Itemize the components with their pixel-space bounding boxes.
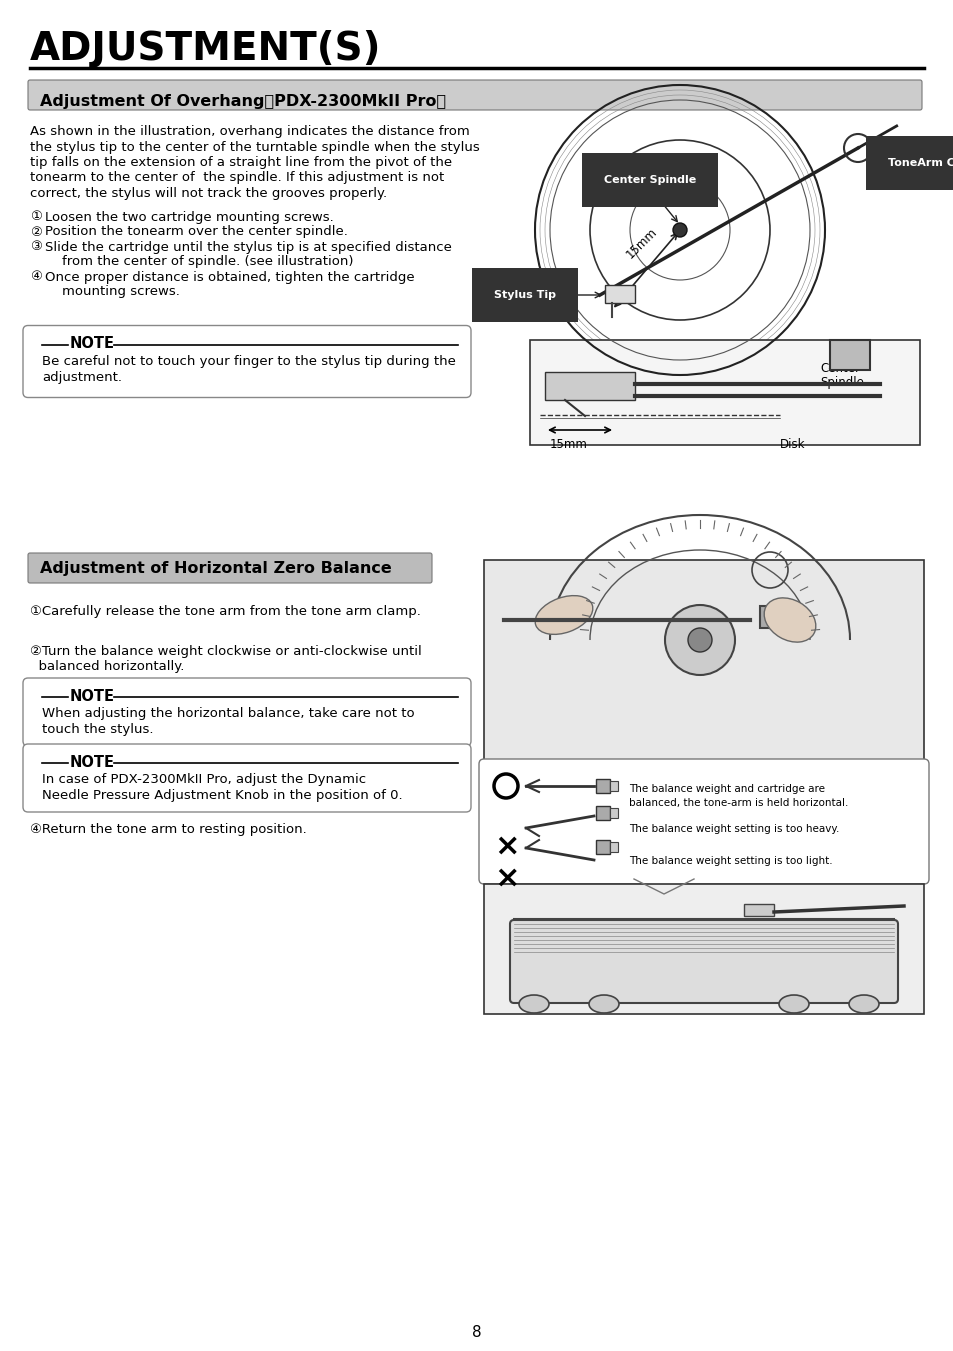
Text: Stylus Tip: Stylus Tip [494, 290, 556, 300]
Text: ④Return the tone arm to resting position.: ④Return the tone arm to resting position… [30, 823, 307, 836]
Circle shape [687, 628, 711, 653]
Text: tonearm to the center of  the spindle. If this adjustment is not: tonearm to the center of the spindle. If… [30, 172, 444, 185]
Text: balanced, the tone-arm is held horizontal.: balanced, the tone-arm is held horizonta… [628, 798, 847, 808]
Text: When adjusting the horizontal balance, take care not to: When adjusting the horizontal balance, t… [42, 707, 415, 720]
Text: NOTE: NOTE [70, 689, 115, 704]
FancyBboxPatch shape [23, 326, 471, 397]
Bar [609, 842, 618, 852]
Text: Spindle: Spindle [820, 376, 863, 389]
Ellipse shape [848, 994, 878, 1013]
Text: 15mm: 15mm [550, 438, 587, 451]
Text: ④: ④ [30, 270, 42, 284]
Text: Disk: Disk [780, 438, 804, 451]
Bar [544, 372, 635, 400]
Text: Loosen the two cartridge mounting screws.: Loosen the two cartridge mounting screws… [45, 211, 334, 223]
Ellipse shape [518, 994, 548, 1013]
Bar [743, 904, 773, 916]
Bar [483, 884, 923, 1015]
Text: The balance weight setting is too light.: The balance weight setting is too light. [628, 857, 832, 866]
FancyBboxPatch shape [23, 744, 471, 812]
Text: Be careful not to touch your finger to the stylus tip during the: Be careful not to touch your finger to t… [42, 354, 456, 367]
Text: balanced horizontally.: balanced horizontally. [30, 661, 184, 673]
Ellipse shape [779, 994, 808, 1013]
Text: ②Turn the balance weight clockwise or anti-clockwise until: ②Turn the balance weight clockwise or an… [30, 644, 421, 658]
Text: 15mm: 15mm [623, 226, 659, 261]
Text: ①Carefully release the tone arm from the tone arm clamp.: ①Carefully release the tone arm from the… [30, 605, 420, 617]
Bar [596, 780, 609, 793]
Circle shape [664, 605, 734, 676]
Text: Center Spindle: Center Spindle [603, 176, 696, 185]
Text: As shown in the illustration, overhang indicates the distance from: As shown in the illustration, overhang i… [30, 126, 469, 138]
Ellipse shape [588, 994, 618, 1013]
Ellipse shape [763, 598, 815, 642]
Text: adjustment.: adjustment. [42, 370, 122, 384]
FancyBboxPatch shape [28, 80, 921, 109]
Text: Center: Center [820, 362, 859, 376]
Text: mounting screws.: mounting screws. [45, 285, 180, 299]
Text: Adjustment Of Overhang（PDX-2300MkII Pro）: Adjustment Of Overhang（PDX-2300MkII Pro） [40, 95, 446, 109]
Text: correct, the stylus will not track the grooves properly.: correct, the stylus will not track the g… [30, 186, 387, 200]
Ellipse shape [535, 596, 592, 635]
Text: ③: ③ [30, 240, 42, 254]
Text: Once proper distance is obtained, tighten the cartridge: Once proper distance is obtained, tighte… [45, 270, 415, 284]
Text: 8: 8 [472, 1325, 481, 1340]
Text: Position the tonearm over the center spindle.: Position the tonearm over the center spi… [45, 226, 348, 239]
Text: ×: × [494, 832, 519, 861]
Text: In case of PDX-2300MkII Pro, adjust the Dynamic: In case of PDX-2300MkII Pro, adjust the … [42, 773, 366, 786]
Bar [596, 840, 609, 854]
Bar [829, 340, 869, 370]
Bar [596, 807, 609, 820]
Text: Slide the cartridge until the stylus tip is at specified distance: Slide the cartridge until the stylus tip… [45, 240, 452, 254]
Bar [609, 781, 618, 790]
Bar [530, 340, 919, 444]
FancyBboxPatch shape [478, 759, 928, 884]
FancyBboxPatch shape [23, 678, 471, 746]
Text: the stylus tip to the center of the turntable spindle when the stylus: the stylus tip to the center of the turn… [30, 141, 479, 154]
Text: ①: ① [30, 211, 42, 223]
Text: ×: × [494, 865, 519, 893]
FancyBboxPatch shape [28, 553, 432, 584]
Text: ADJUSTMENT(S): ADJUSTMENT(S) [30, 30, 381, 68]
Text: tip falls on the extension of a straight line from the pivot of the: tip falls on the extension of a straight… [30, 155, 452, 169]
Text: Adjustment of Horizontal Zero Balance: Adjustment of Horizontal Zero Balance [40, 561, 392, 576]
Polygon shape [634, 880, 693, 894]
Text: ②: ② [30, 226, 42, 239]
Bar [760, 607, 794, 628]
Text: ToneArm Center: ToneArm Center [887, 158, 953, 168]
Text: The balance weight setting is too heavy.: The balance weight setting is too heavy. [628, 824, 839, 834]
Circle shape [672, 223, 686, 236]
Bar [483, 561, 923, 761]
Text: NOTE: NOTE [70, 336, 115, 351]
Text: Needle Pressure Adjustment Knob in the position of 0.: Needle Pressure Adjustment Knob in the p… [42, 789, 402, 802]
Text: The balance weight and cartridge are: The balance weight and cartridge are [628, 784, 824, 794]
Bar [604, 285, 635, 303]
FancyBboxPatch shape [510, 920, 897, 1002]
Text: touch the stylus.: touch the stylus. [42, 723, 153, 736]
Bar [609, 808, 618, 817]
Text: NOTE: NOTE [70, 755, 115, 770]
Text: from the center of spindle. (see illustration): from the center of spindle. (see illustr… [45, 255, 354, 269]
